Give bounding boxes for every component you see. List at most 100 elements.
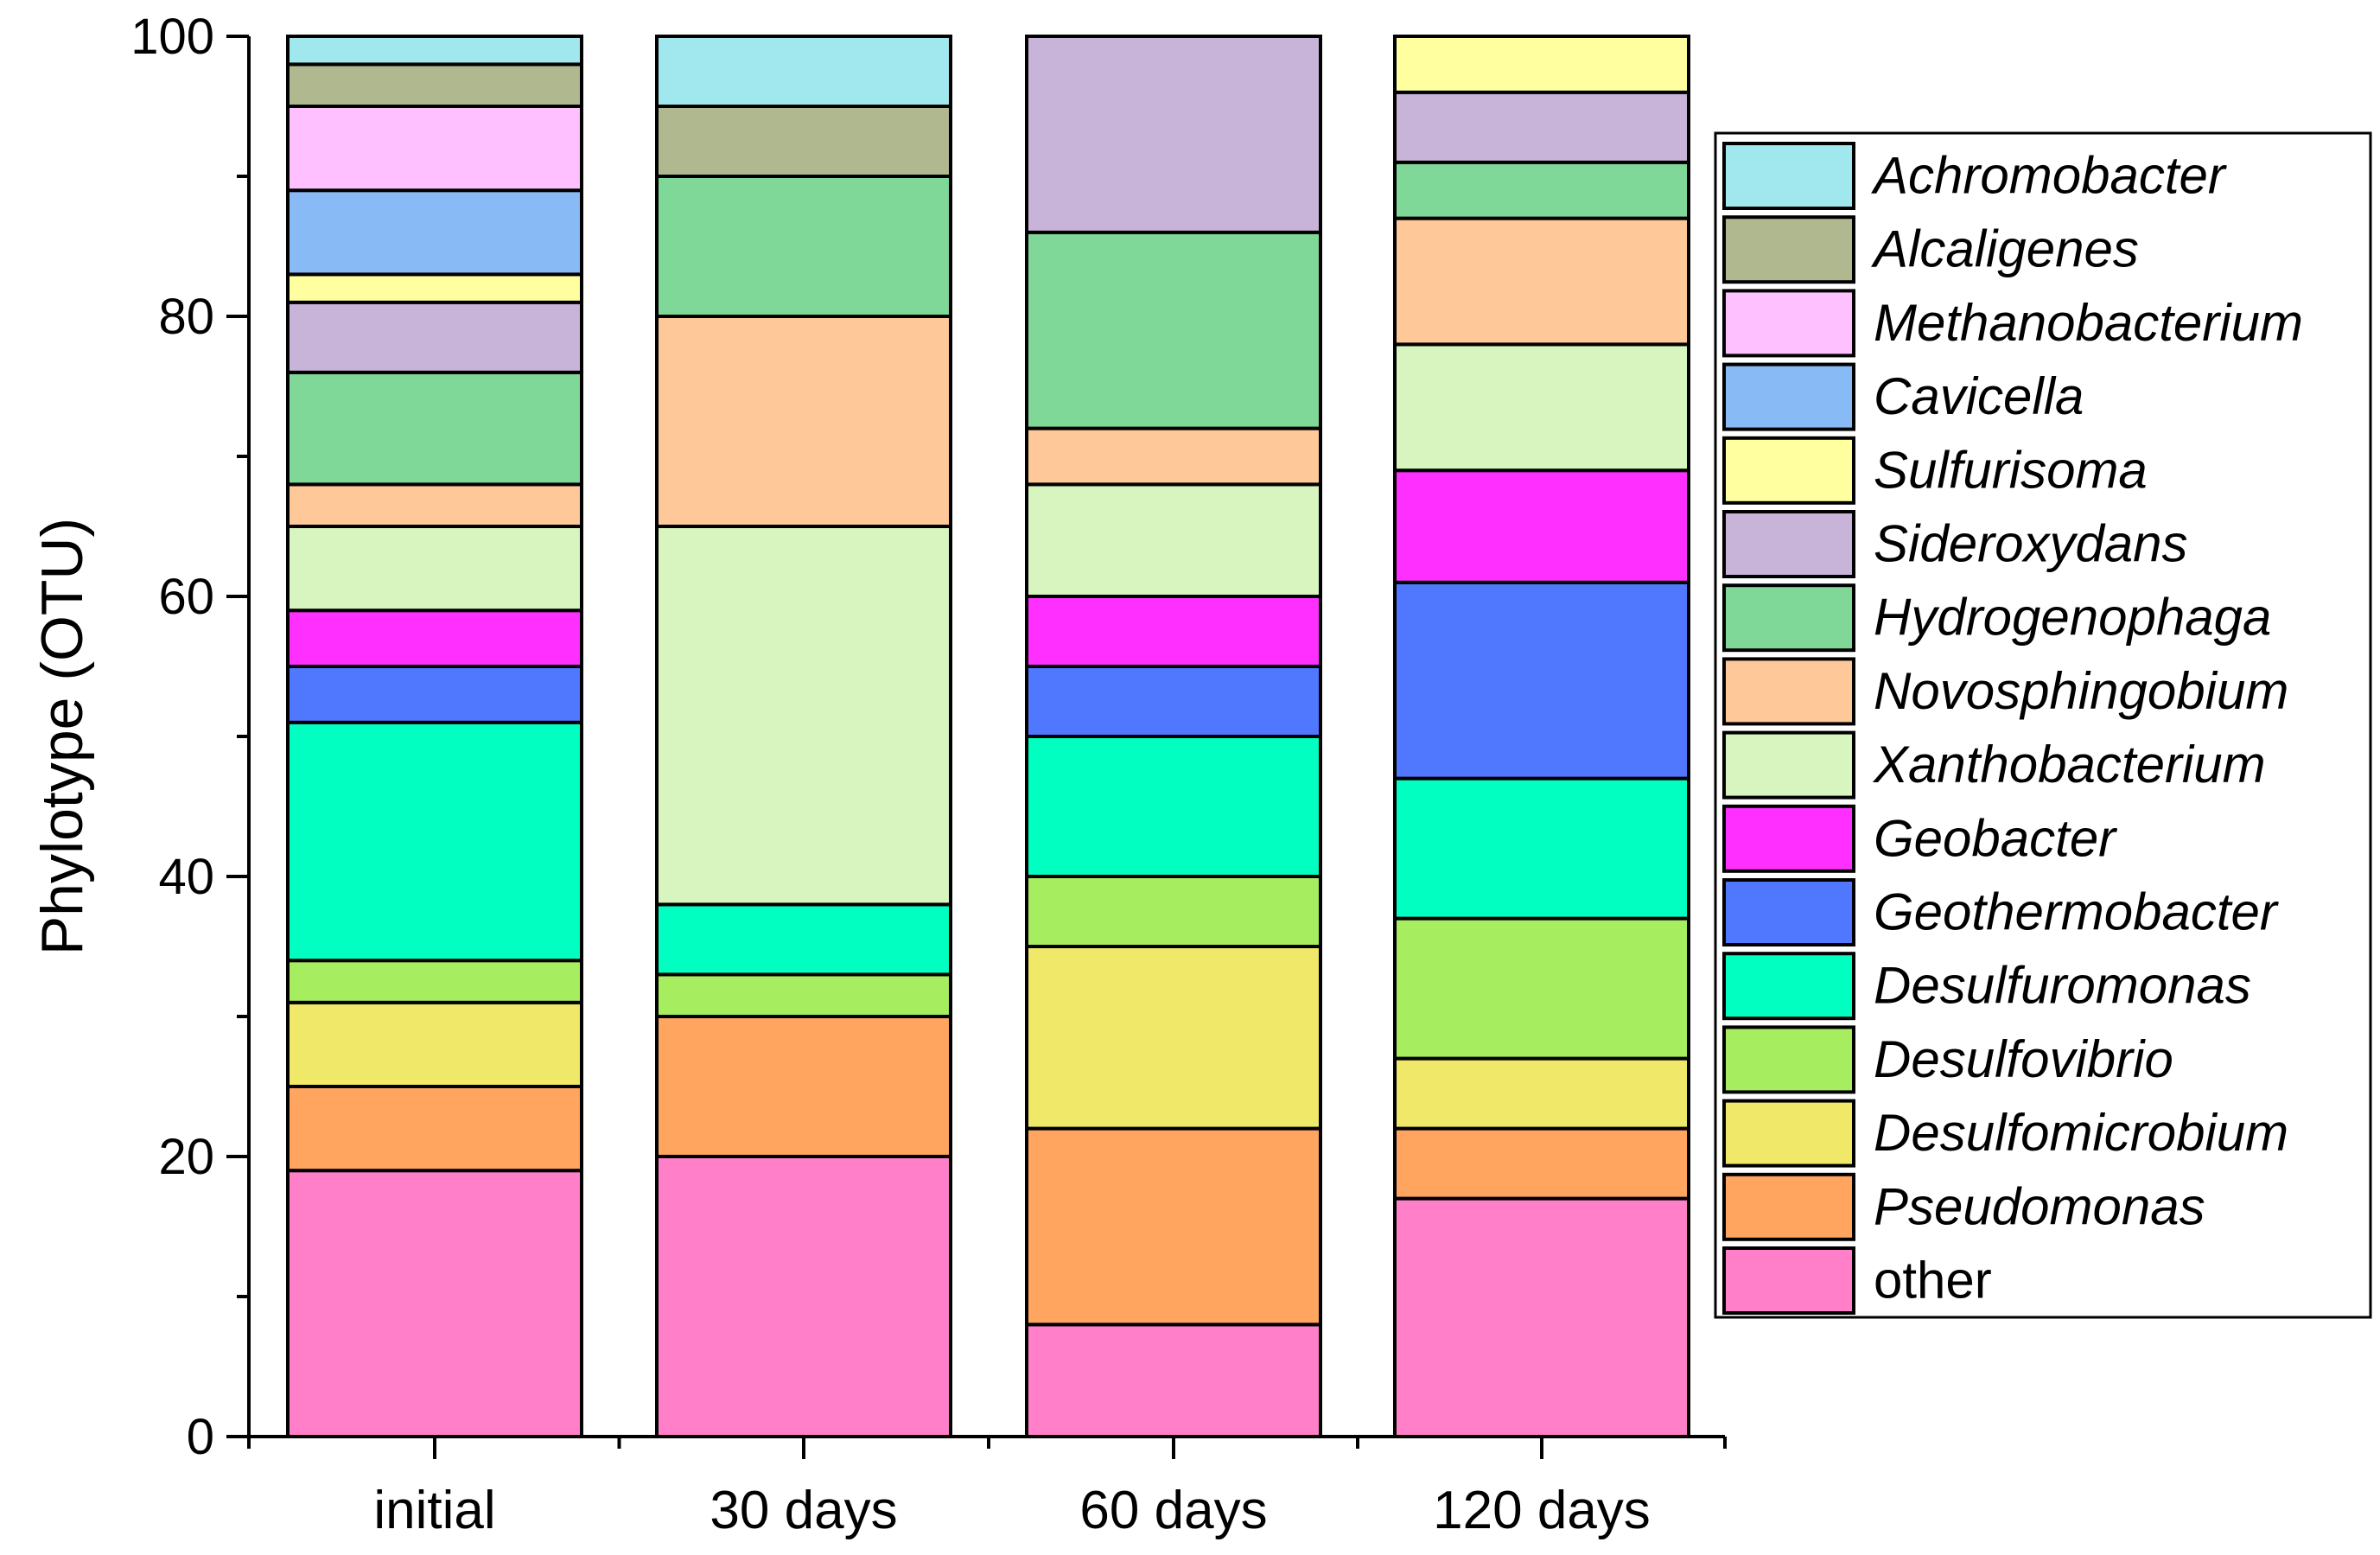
x-tick-label-120-days: 120 days	[1433, 1481, 1651, 1540]
y-tick-label: 100	[130, 9, 214, 65]
legend-swatch	[1722, 1246, 1855, 1315]
legend-item-methanobacterium: Methanobacterium	[1722, 289, 2303, 358]
bar-segment-initial-novosphingobium	[286, 482, 583, 529]
bar-segment-60-days-pseudomonas	[1025, 1126, 1322, 1327]
bar-segment-30-days-xanthobacterium	[655, 525, 952, 907]
legend-label: Xanthobacterium	[1872, 736, 2266, 793]
legend: Achromobacter Alcaligenes Methanobacterium…	[1714, 131, 2372, 1319]
bar-segment-initial-desulfovibrio	[286, 959, 583, 1004]
bar-segment-30-days-alcaligenes	[655, 105, 952, 178]
legend-label: Sulfurisoma	[1874, 441, 2148, 499]
bar-segment-initial-sideroxydans	[286, 300, 583, 374]
bar-stack-initial	[286, 35, 583, 1438]
legend-swatch	[1722, 730, 1855, 800]
legend-swatch	[1722, 583, 1855, 653]
y-tick-label: 40	[158, 849, 214, 905]
legend-swatch	[1722, 657, 1855, 726]
bar-segment-120-days-other	[1393, 1196, 1690, 1438]
legend-label: Sideroxydans	[1874, 515, 2188, 573]
y-tick-label: 60	[158, 569, 214, 625]
bar-segment-120-days-sideroxydans	[1393, 90, 1690, 164]
legend-swatch	[1722, 215, 1855, 284]
bar-segment-30-days-other	[655, 1155, 952, 1438]
legend-item-cavicella: Cavicella	[1722, 362, 2084, 431]
bar-segment-initial-geothermobacter	[286, 665, 583, 724]
legend-item-desulfovibrio: Desulfovibrio	[1722, 1025, 2173, 1094]
legend-item-desulfomicrobium: Desulfomicrobium	[1722, 1099, 2288, 1168]
legend-swatch	[1722, 436, 1855, 505]
legend-swatch	[1722, 1025, 1855, 1094]
bar-segment-initial-desulfuromonas	[286, 720, 583, 963]
legend-item-pseudomonas: Pseudomonas	[1722, 1172, 2205, 1241]
legend-label: Pseudomonas	[1874, 1177, 2205, 1235]
legend-swatch	[1722, 362, 1855, 431]
bar-segment-30-days-achromobacter	[655, 35, 952, 108]
legend-label: Desulfovibrio	[1874, 1030, 2173, 1088]
legend-item-other: other	[1722, 1246, 1992, 1315]
legend-item-geobacter: Geobacter	[1722, 804, 2117, 873]
axes-layer: 0 20 40 60 80 100 initial 30 days 60 days 120 day…	[130, 9, 1727, 1540]
legend-swatch	[1722, 1099, 1855, 1168]
bar-segment-120-days-novosphingobium	[1393, 216, 1690, 347]
y-tick-label: 20	[158, 1129, 214, 1185]
bar-segment-initial-hydrogenophaga	[286, 370, 583, 487]
legend-item-sideroxydans: Sideroxydans	[1722, 510, 2188, 578]
legend-label: Alcaligenes	[1871, 220, 2139, 278]
bar-segment-60-days-geothermobacter	[1025, 665, 1322, 738]
bar-segment-120-days-desulfuromonas	[1393, 776, 1690, 921]
legend-label: Desulfomicrobium	[1874, 1104, 2288, 1162]
legend-item-xanthobacterium: Xanthobacterium	[1722, 730, 2266, 800]
bar-segment-60-days-sideroxydans	[1025, 35, 1322, 234]
legend-swatch	[1722, 952, 1855, 1021]
bar-segment-initial-pseudomonas	[286, 1085, 583, 1173]
y-tick-label: 0	[187, 1409, 214, 1465]
bar-stack-30-days	[655, 35, 952, 1438]
bar-segment-30-days-desulfuromonas	[655, 902, 952, 977]
bar-segment-initial-achromobacter	[286, 35, 583, 67]
x-tick-label-30-days: 30 days	[710, 1481, 897, 1540]
legend-swatch	[1722, 1172, 1855, 1241]
x-tick-label-initial: initial	[373, 1481, 495, 1540]
legend-swatch	[1722, 804, 1855, 873]
bar-segment-initial-other	[286, 1169, 583, 1438]
bar-segment-120-days-hydrogenophaga	[1393, 160, 1690, 220]
bar-segment-60-days-desulfovibrio	[1025, 875, 1322, 948]
bar-segment-initial-sulfurisoma	[286, 272, 583, 304]
bar-stack-120-days	[1393, 35, 1690, 1438]
bar-segment-initial-xanthobacterium	[286, 525, 583, 613]
legend-label: Geobacter	[1874, 809, 2117, 867]
bar-segment-60-days-desulfomicrobium	[1025, 945, 1322, 1131]
bar-segment-60-days-novosphingobium	[1025, 426, 1322, 487]
legend-item-sulfurisoma: Sulfurisoma	[1722, 436, 2148, 505]
bar-segment-30-days-novosphingobium	[655, 315, 952, 528]
bar-segment-120-days-xanthobacterium	[1393, 342, 1690, 473]
bar-segment-120-days-desulfovibrio	[1393, 916, 1690, 1061]
y-tick-label: 80	[158, 289, 214, 345]
bar-segment-60-days-hydrogenophaga	[1025, 230, 1322, 430]
legend-swatch	[1722, 510, 1855, 578]
y-axis-title: Phylotype (OTU)	[29, 518, 95, 955]
legend-label: Hydrogenophaga	[1874, 589, 2271, 647]
bar-segment-30-days-hydrogenophaga	[655, 175, 952, 318]
bar-segment-120-days-sulfurisoma	[1393, 35, 1690, 94]
legend-label: Methanobacterium	[1874, 294, 2303, 352]
legend-label: Novosphingobium	[1874, 662, 2288, 720]
bar-segment-initial-geobacter	[286, 609, 583, 669]
legend-item-desulfuromonas: Desulfuromonas	[1722, 952, 2251, 1021]
bar-segment-initial-desulfomicrobium	[286, 1000, 583, 1089]
bar-segment-60-days-other	[1025, 1322, 1322, 1439]
bar-segment-30-days-desulfovibrio	[655, 972, 952, 1019]
legend-swatch	[1722, 289, 1855, 358]
legend-item-geothermobacter: Geothermobacter	[1722, 878, 2279, 946]
bar-segment-120-days-desulfomicrobium	[1393, 1056, 1690, 1131]
legend-item-hydrogenophaga: Hydrogenophaga	[1722, 583, 2271, 653]
legend-label: Geothermobacter	[1874, 883, 2279, 941]
bars-layer	[286, 35, 1690, 1439]
legend-label: Cavicella	[1874, 367, 2084, 425]
bar-segment-60-days-desulfuromonas	[1025, 735, 1322, 878]
bar-segment-initial-methanobacterium	[286, 105, 583, 193]
bar-segment-initial-cavicella	[286, 188, 583, 277]
x-tick-label-60-days: 60 days	[1079, 1481, 1267, 1540]
legend-item-novosphingobium: Novosphingobium	[1722, 657, 2288, 726]
